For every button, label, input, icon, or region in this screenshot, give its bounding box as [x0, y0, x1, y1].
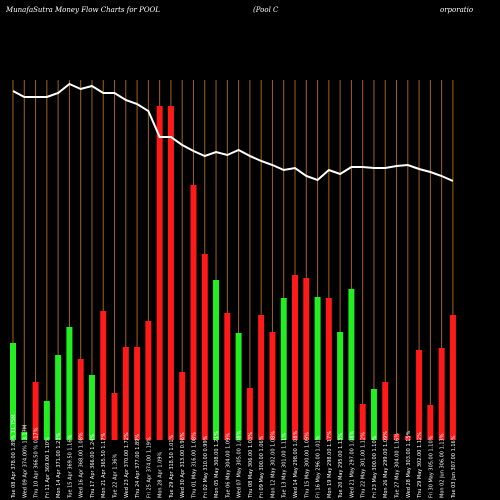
- x-tick-label: Mon 12 May 302.00 1.08%: [270, 431, 276, 498]
- x-axis-labels: Tue 08 Apr 378.00 1.89% 11.75M Wed 09 Apr…: [11, 414, 457, 499]
- money-flow-bar: [43, 401, 50, 440]
- x-tick-label: Thu 08 May 306.00 1.03%: [248, 432, 254, 499]
- money-flow-bar: [32, 382, 39, 440]
- x-tick-label: Wed 09 Apr 374.00% 13.17M: [22, 425, 28, 498]
- chart-title-right: orporatio: [440, 6, 474, 14]
- money-flow-bar: [21, 432, 28, 440]
- money-flow-bar: [427, 405, 434, 440]
- money-flow-bar: [224, 313, 231, 440]
- x-tick-label: Tue 08 Apr 378.00 1.89% 11.75M: [11, 414, 17, 499]
- money-flow-bar: [438, 348, 445, 440]
- x-tick-label: Tue 29 Apr 318.50 1.01%: [169, 434, 175, 499]
- money-flow-bar: [325, 298, 332, 440]
- x-tick-label: Mon 28 Apr 1.09%: [158, 452, 164, 498]
- money-flow-bar: [292, 275, 298, 440]
- x-tick-label: Wed 07 May 305.00 1.08%: [237, 430, 243, 498]
- money-flow-bar: [449, 315, 456, 440]
- x-tick-label: Mon 26 May 299.00 1.09%: [383, 431, 389, 498]
- x-tick-label: Fri 30 May 305.00 1.10%: [428, 435, 434, 498]
- money-flow-bar: [100, 311, 107, 440]
- money-flow-bars: [10, 106, 456, 440]
- money-flow-bar: [404, 436, 411, 440]
- money-flow-bar: [235, 333, 242, 440]
- x-tick-label: Tue 06 May 304.00 1.09%: [225, 433, 231, 499]
- money-flow-bar: [348, 289, 355, 440]
- money-flow-bar: [88, 375, 95, 440]
- money-flow-bar: [393, 434, 400, 440]
- money-flow-bar: [314, 297, 321, 440]
- x-tick-label: Wed 14 May 298.00 1.08%: [293, 430, 299, 498]
- money-flow-bar: [66, 327, 73, 440]
- x-tick-label: Wed 30 Apr 313.00 0.96%: [180, 432, 186, 498]
- x-tick-label: Thu 10 Apr 366.50 % 0.17%: [34, 427, 40, 499]
- money-flow-bar: [156, 106, 163, 440]
- money-flow-bar: [213, 280, 220, 440]
- x-tick-label: Fri 09 May 300.00 1.06%: [259, 435, 265, 498]
- price-line: [12, 82, 454, 182]
- x-tick-label: Fri 16 May 296.00 1.01%: [316, 435, 322, 498]
- x-tick-label: Wed 23 Apr 370.00 1.72%: [124, 432, 130, 498]
- money-flow-bar: [10, 343, 16, 440]
- money-flow-bar: [77, 359, 84, 440]
- money-flow-bar: [190, 185, 197, 440]
- x-tick-label: Thu 01 May 316.00 1.08%: [191, 432, 197, 499]
- money-flow-bar: [337, 332, 344, 440]
- money-flow-bar: [179, 372, 186, 440]
- money-flow-bar: [359, 404, 366, 440]
- x-tick-label: Tue 22 Apr 1.36%: [113, 454, 119, 499]
- money-flow-bar: [201, 254, 208, 440]
- x-tick-label: Mon 05 May 308.00 1.21%: [214, 431, 220, 498]
- money-flow-bar: [258, 315, 265, 440]
- chart-title-middle: (Pool C: [253, 6, 279, 14]
- money-flow-bar: [280, 298, 287, 440]
- x-tick-label: Tue 20 May 295.00 1.13%: [338, 433, 344, 499]
- chart-title-left: MunafaSutra Money Flow Charts for POOL: [6, 6, 160, 14]
- money-flow-bar: [269, 332, 276, 440]
- x-tick-label: Fri 11 Apr 369.00 1.10%: [45, 437, 51, 498]
- x-tick-label: Fri 23 May 300.00 1.10%: [372, 435, 378, 498]
- x-tick-label: Thu 24 Apr 377.00 1.89%: [135, 434, 141, 499]
- x-tick-label: Mon 02 Jun 306.00 1.13%: [440, 433, 446, 498]
- x-tick-label: Tue 03 Jun 307.00 1.16%: [451, 435, 457, 499]
- x-tick-label: Wed 16 Apr 368.00 1.08%: [79, 432, 85, 498]
- money-flow-bar: [382, 382, 389, 440]
- x-tick-label: Mon 14 Apr 371.00 1.23%: [56, 432, 62, 498]
- money-flow-bar: [111, 393, 118, 440]
- money-flow-bar: [416, 350, 423, 440]
- money-flow-bar: [303, 278, 310, 440]
- money-flow-bar: [55, 355, 62, 440]
- money-flow-bar: [246, 388, 253, 440]
- money-flow-bar: [134, 347, 141, 440]
- x-tick-label: Thu 29 May 302.00 1.12%: [417, 432, 423, 499]
- x-tick-label: Mon 21 Apr 365.50 1.17%: [101, 432, 107, 498]
- x-tick-label: Tue 27 May 304.00 1.16%: [395, 433, 401, 499]
- x-tick-label: Wed 28 May 303.00 1.15%: [406, 430, 412, 498]
- x-tick-label: Thu 15 May 300.00 1.09%: [304, 432, 310, 499]
- x-tick-label: Tue 13 May 301.00 1.11%: [282, 433, 288, 499]
- x-tick-label: Fri 25 Apr 374.00 1.19%: [146, 437, 152, 498]
- x-tick-label: Tue 15 Apr 369.50 1.16%: [67, 434, 73, 499]
- money-flow-bar: [167, 106, 174, 440]
- money-flow-bar: [122, 347, 129, 440]
- x-tick-label: Wed 21 May 297.00 1.08%: [349, 430, 355, 498]
- money-flow-bar: [370, 389, 377, 440]
- x-tick-label: Thu 17 Apr 366.00 1.24%: [90, 434, 96, 499]
- x-tick-label: Mon 19 May 298.00 1.17%: [327, 431, 333, 498]
- x-tick-label: Fri 02 May 310.00 0.99%: [203, 435, 209, 498]
- money-flow-bar: [145, 321, 152, 440]
- x-tick-label: Thu 22 May 301.00 1.12%: [361, 432, 367, 499]
